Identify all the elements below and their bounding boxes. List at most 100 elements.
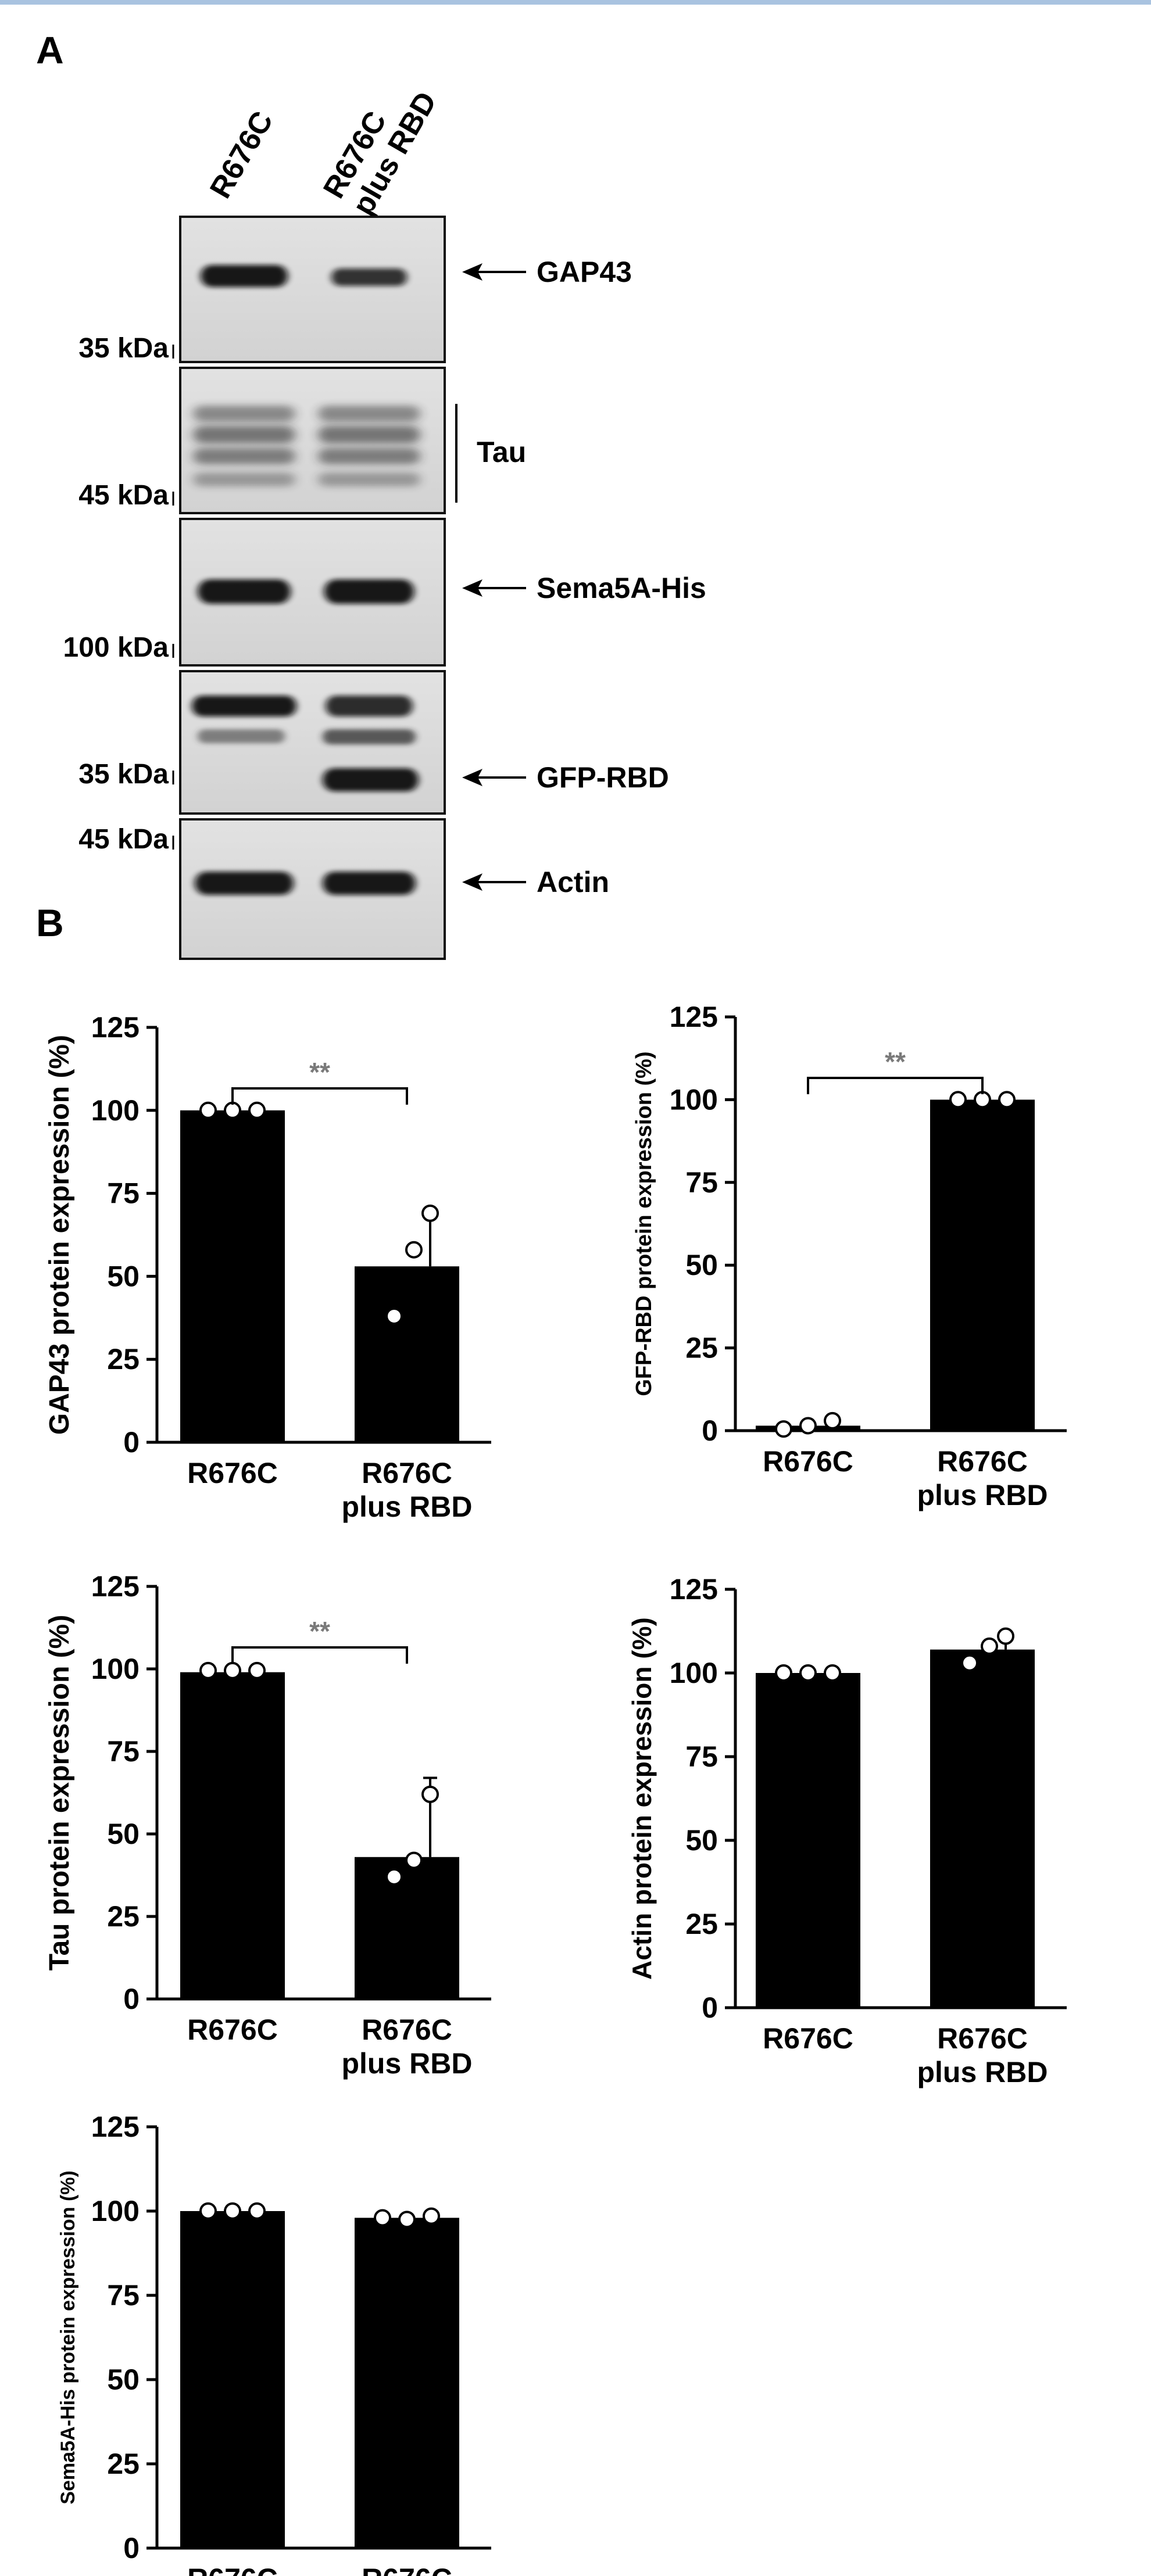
y-axis-label: GAP43 protein expression (%) bbox=[44, 1035, 75, 1435]
data-point bbox=[248, 1661, 266, 1679]
chart-1: 0 25 50 75 100 125 GAP43 protein expression (%… bbox=[44, 1011, 491, 1523]
data-point bbox=[421, 1785, 439, 1803]
y-axis-label: Actin protein expression (%) bbox=[627, 1617, 657, 1980]
y-tick-label: 0 bbox=[123, 1426, 140, 1459]
protein-band bbox=[193, 448, 295, 464]
data-point bbox=[775, 1420, 792, 1438]
x-category-label: R676C bbox=[187, 2013, 278, 2046]
arrow-head bbox=[462, 263, 482, 281]
y-tick-label: 75 bbox=[107, 1177, 140, 1210]
y-tick-label: 75 bbox=[685, 1166, 718, 1199]
protein-band bbox=[318, 448, 420, 464]
kda-label: 45 kDa bbox=[78, 480, 169, 511]
y-axis-label: Sema5A-His protein expression (%) bbox=[57, 2170, 79, 2504]
y-tick-label: 125 bbox=[91, 1011, 140, 1044]
y-tick-label: 75 bbox=[107, 1735, 140, 1768]
data-point bbox=[799, 1417, 817, 1435]
bar bbox=[930, 1099, 1035, 1431]
data-point bbox=[981, 1637, 998, 1655]
protein-band bbox=[323, 872, 416, 895]
protein-band bbox=[192, 696, 296, 716]
band-label: Sema5A-His bbox=[537, 572, 706, 604]
protein-band bbox=[318, 426, 420, 443]
y-tick-label: 125 bbox=[91, 1570, 140, 1603]
kda-label: 100 kDa bbox=[63, 632, 169, 663]
significance-bracket bbox=[807, 1077, 984, 1094]
x-category-label: R676C bbox=[763, 1445, 853, 1478]
arrow-head bbox=[462, 873, 482, 891]
lane-label-2: R676Cplus RBD bbox=[317, 69, 443, 221]
protein-band bbox=[323, 768, 419, 791]
x-category-label: R676C bbox=[187, 1457, 278, 1489]
significance-bracket bbox=[231, 1087, 408, 1105]
arrow-head bbox=[462, 769, 482, 786]
protein-band bbox=[318, 472, 420, 486]
bar bbox=[355, 2217, 459, 2548]
bar bbox=[180, 1672, 285, 1999]
chart-2: 0 25 50 75 100 125 GFP-RBD protein expression … bbox=[632, 1001, 1067, 1511]
kda-label: 35 kDa bbox=[78, 333, 169, 364]
data-point bbox=[997, 1627, 1014, 1645]
protein-band bbox=[324, 579, 414, 604]
y-tick-label: 25 bbox=[107, 2448, 140, 2480]
data-point bbox=[961, 1654, 978, 1672]
protein-band bbox=[193, 472, 295, 486]
bar bbox=[180, 2211, 285, 2548]
y-tick-label: 25 bbox=[685, 1332, 718, 1364]
chart-3: 0 25 50 75 100 125 Tau protein expression (%) R… bbox=[44, 1570, 491, 2080]
y-tick-label: 100 bbox=[91, 1653, 140, 1685]
western-blot: R676C R676Cplus RBD 35 kDa GAP43 45 kDa Tau 10… bbox=[63, 69, 706, 960]
protein-band bbox=[195, 872, 294, 895]
data-point bbox=[421, 1204, 439, 1222]
protein-band bbox=[193, 406, 295, 422]
lane-label-group: R676C bbox=[203, 106, 280, 204]
chart-4: 0 25 50 75 100 125 Actin protein expression (%… bbox=[627, 1573, 1067, 2088]
y-tick-label: 50 bbox=[685, 1824, 718, 1857]
protein-band bbox=[331, 268, 407, 286]
data-point bbox=[224, 1101, 241, 1119]
data-point bbox=[224, 2202, 241, 2220]
band-label: GFP-RBD bbox=[537, 761, 669, 794]
bar bbox=[930, 1649, 1035, 2008]
kda-label: 45 kDa bbox=[78, 824, 169, 855]
y-tick-label: 125 bbox=[91, 2111, 140, 2143]
x-category-label: R676C bbox=[187, 2563, 278, 2576]
y-tick-label: 100 bbox=[670, 1083, 718, 1116]
y-axis-label: Tau protein expression (%) bbox=[44, 1615, 75, 1971]
y-tick-label: 50 bbox=[685, 1249, 718, 1281]
lane-label-group: R676Cplus RBD bbox=[317, 69, 443, 221]
data-point bbox=[385, 1307, 403, 1325]
y-tick-label: 125 bbox=[670, 1001, 718, 1033]
y-tick-label: 0 bbox=[702, 1991, 718, 2024]
data-point bbox=[949, 1091, 967, 1109]
significance-label: ** bbox=[309, 1616, 330, 1646]
kda-label: 35 kDa bbox=[78, 759, 169, 790]
y-tick-label: 25 bbox=[107, 1900, 140, 1933]
bar bbox=[180, 1110, 285, 1442]
y-tick-label: 100 bbox=[91, 1094, 140, 1127]
data-point bbox=[405, 1241, 423, 1259]
data-point bbox=[998, 1091, 1016, 1109]
y-tick-label: 0 bbox=[123, 1983, 140, 2015]
band-label: Actin bbox=[537, 866, 609, 898]
y-tick-label: 50 bbox=[107, 1818, 140, 1850]
top-rule bbox=[0, 0, 1151, 5]
bar-charts: 0 25 50 75 100 125 GAP43 protein expression (%… bbox=[44, 1001, 1067, 2576]
data-point bbox=[398, 2210, 416, 2229]
blot-strip bbox=[179, 216, 446, 363]
significance-label: ** bbox=[309, 1057, 330, 1087]
protein-band bbox=[323, 729, 416, 744]
data-point bbox=[385, 1868, 403, 1886]
significance-label: ** bbox=[885, 1047, 906, 1077]
x-category-label: R676Cplus RBD bbox=[342, 2563, 473, 2576]
y-tick-label: 25 bbox=[685, 1908, 718, 1940]
data-point bbox=[224, 1661, 241, 1679]
y-tick-label: 50 bbox=[107, 2363, 140, 2396]
data-point bbox=[423, 2207, 440, 2225]
band-label: GAP43 bbox=[537, 256, 632, 288]
